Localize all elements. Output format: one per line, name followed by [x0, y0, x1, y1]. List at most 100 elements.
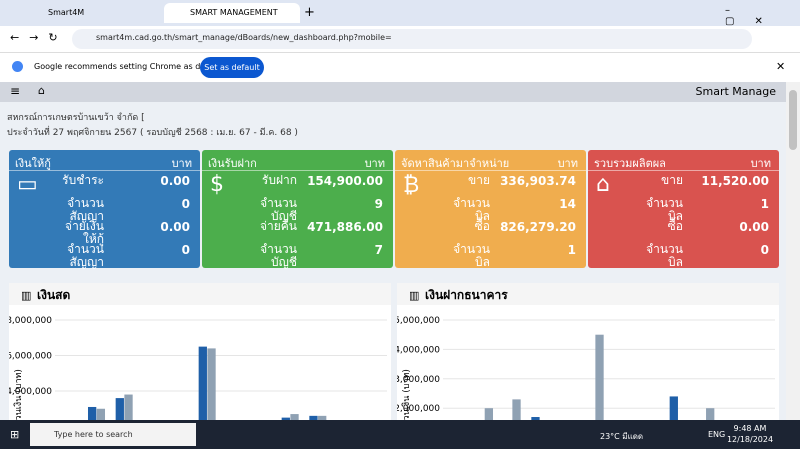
- nav-buttons[interactable]: ←→↻: [10, 31, 68, 44]
- card-title: เงินให้กู้: [15, 157, 51, 170]
- row-label: จำนวนบัญชี: [260, 242, 297, 269]
- date: 12/18/2024: [726, 435, 774, 444]
- row-value: 154,900.00: [307, 174, 383, 188]
- row-value: 826,279.20: [500, 220, 576, 234]
- close[interactable]: ✕: [776, 60, 786, 73]
- infobar-text: Google recommends setting Chrome as defa…: [34, 62, 224, 71]
- taskbar: ⊞ Type here to search 23°C มีแดด ENG 9:4…: [0, 420, 800, 449]
- window-controls[interactable]: –▢✕: [725, 5, 783, 27]
- scrollbar: [786, 82, 800, 420]
- row-value: 0: [181, 197, 190, 211]
- chart-icon: ▥: [21, 289, 31, 302]
- card-unit: บาท: [750, 157, 771, 170]
- row-label: ซื้อ: [667, 219, 683, 233]
- chrome-icon: [12, 61, 23, 72]
- panel-header: [397, 283, 779, 305]
- card-icon: ⌂: [596, 172, 610, 197]
- bar: [124, 394, 133, 420]
- row-label: จ่ายคืน: [259, 219, 297, 233]
- bar: [87, 406, 97, 420]
- bar: [512, 399, 521, 420]
- search-box[interactable]: [30, 423, 196, 446]
- summary-card: เงินให้กู้ บาท ▭ รับชำระ 0.00 จำนวนสัญญา 0 จ่าย…: [9, 150, 200, 269]
- y-tick-label: 4,000,000: [397, 345, 440, 355]
- bar: [290, 414, 299, 420]
- card-unit: บาท: [364, 157, 385, 170]
- language: ENG: [708, 430, 726, 439]
- y-axis-label: จำนวนเงิน (บาท): [13, 369, 24, 420]
- bar: [96, 408, 106, 420]
- bar: [595, 334, 604, 420]
- card-title: รวบรวมผลิตผล: [594, 157, 666, 170]
- row-label: รับฝาก: [261, 173, 297, 187]
- tab[interactable]: Smart4M: [48, 8, 85, 17]
- divider: [588, 170, 779, 171]
- card-unit: บาท: [171, 157, 192, 170]
- period: ประจำวันที่ 27 พฤศจิกายน 2567 ( รอบบัญชี…: [7, 128, 298, 138]
- row-label: ขาย: [468, 173, 490, 187]
- row-label: ขาย: [661, 173, 683, 187]
- row-value: 0.00: [739, 220, 769, 234]
- row-label: จำนวนสัญญา: [67, 196, 104, 223]
- bar: [318, 415, 327, 420]
- card-icon: $: [210, 172, 224, 197]
- org-name: สหกรณ์การเกษตรบ้านเขว้า จำกัด [: [7, 113, 145, 123]
- y-axis-label: จำนวนเงิน (บาท): [401, 369, 412, 420]
- row-value: 1: [567, 243, 576, 257]
- bar: [281, 417, 290, 420]
- search-text: Type here to search: [54, 430, 133, 439]
- row-value: 7: [374, 243, 383, 257]
- chart-title: เงินสด: [37, 288, 70, 302]
- home-icon[interactable]: ⌂: [38, 84, 45, 97]
- card-icon: ▭: [17, 172, 38, 197]
- bar: [309, 415, 318, 420]
- bar: [669, 396, 678, 420]
- start[interactable]: ⊞: [10, 428, 20, 441]
- row-label: จำนวนบิล: [453, 196, 490, 223]
- summary-card: จัดหาสินค้ามาจำหน่าย บาท ₿ ขาย 336,903.74 จำน…: [395, 150, 586, 269]
- bar: [484, 408, 494, 420]
- row-label: จ่ายเงินให้กู้: [65, 219, 104, 246]
- divider: [202, 170, 393, 171]
- chart-title: เงินฝากธนาคาร: [425, 288, 508, 302]
- brand: Smart Manage: [695, 85, 776, 98]
- row-value: 0: [760, 243, 769, 257]
- weather: 23°C มีแดด: [600, 432, 644, 441]
- divider: [9, 170, 200, 171]
- y-tick-label: 6,000,000: [9, 352, 52, 362]
- card-unit: บาท: [557, 157, 578, 170]
- bar: [207, 348, 216, 420]
- toolbar: ←→↻ smart4m.cad.go.th/smart_manage/dBoar…: [0, 26, 800, 52]
- bar: [115, 398, 124, 420]
- row-value: 1: [760, 197, 769, 211]
- row-label: ซื้อ: [474, 219, 490, 233]
- row-value: 11,520.00: [701, 174, 769, 188]
- summary-card: เงินรับฝาก บาท $ รับฝาก 154,900.00 จำนวนบัญชี…: [202, 150, 393, 269]
- set-default-button[interactable]: Set as default: [200, 57, 264, 78]
- address-bar[interactable]: [72, 29, 752, 49]
- tab-strip: Smart4M SMART MANAGEMENT + –▢✕: [0, 0, 800, 27]
- bar: [706, 408, 715, 420]
- divider: [395, 170, 586, 171]
- row-value: 0.00: [160, 174, 190, 188]
- row-value: 0: [181, 243, 190, 257]
- menu-icon[interactable]: ≡: [10, 84, 21, 98]
- new-tab[interactable]: +: [304, 5, 315, 20]
- row-label: จำนวนบัญชี: [260, 196, 297, 223]
- row-value: 14: [559, 197, 576, 211]
- row-label: รับชำระ: [62, 173, 104, 187]
- row-value: 336,903.74: [500, 174, 576, 188]
- summary-card: รวบรวมผลิตผล บาท ⌂ ขาย 11,520.00 จำนวนบิล 1 ซื้…: [588, 150, 779, 269]
- bar: [531, 417, 540, 420]
- row-label: จำนวนบิล: [453, 242, 490, 269]
- y-tick-label: 2,000,000: [397, 404, 440, 414]
- url: smart4m.cad.go.th/smart_manage/dBoards/n…: [96, 33, 392, 42]
- card-icon: ₿: [403, 173, 420, 198]
- app-navbar: ≡ ⌂ Smart Manage: [0, 82, 786, 102]
- row-value: 471,886.00: [307, 220, 383, 234]
- time: 9:48 AM: [733, 424, 767, 433]
- tab[interactable]: SMART MANAGEMENT: [164, 3, 300, 23]
